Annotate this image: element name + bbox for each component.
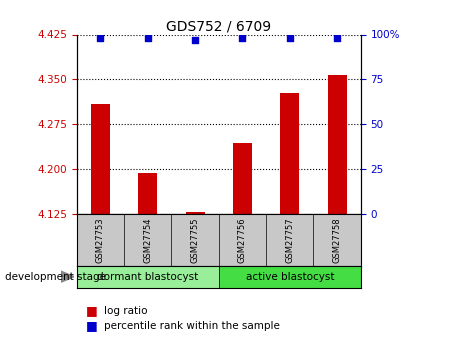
- Text: GSM27755: GSM27755: [191, 217, 199, 263]
- Text: ■: ■: [86, 319, 97, 333]
- Bar: [138, 173, 157, 214]
- Text: dormant blastocyst: dormant blastocyst: [97, 272, 198, 282]
- Point: [286, 35, 293, 41]
- Point: [97, 35, 104, 41]
- Text: GSM27757: GSM27757: [285, 217, 294, 263]
- Bar: [233, 143, 252, 214]
- Text: GSM27753: GSM27753: [96, 217, 105, 263]
- Bar: [280, 92, 299, 214]
- Text: active blastocyst: active blastocyst: [245, 272, 334, 282]
- Text: percentile rank within the sample: percentile rank within the sample: [104, 321, 280, 331]
- Point: [333, 35, 341, 41]
- Bar: [91, 105, 110, 214]
- Text: ■: ■: [86, 304, 97, 317]
- Title: GDS752 / 6709: GDS752 / 6709: [166, 19, 272, 33]
- Text: GSM27758: GSM27758: [333, 217, 341, 263]
- Bar: [77, 266, 219, 288]
- Text: GSM27756: GSM27756: [238, 217, 247, 263]
- Bar: [219, 266, 361, 288]
- Point: [144, 35, 151, 41]
- Text: development stage: development stage: [5, 272, 106, 282]
- Bar: [327, 75, 346, 214]
- Text: GSM27754: GSM27754: [143, 217, 152, 263]
- Polygon shape: [61, 271, 74, 282]
- Text: log ratio: log ratio: [104, 306, 147, 315]
- Point: [191, 37, 198, 43]
- Point: [239, 35, 246, 41]
- Bar: [186, 212, 205, 214]
